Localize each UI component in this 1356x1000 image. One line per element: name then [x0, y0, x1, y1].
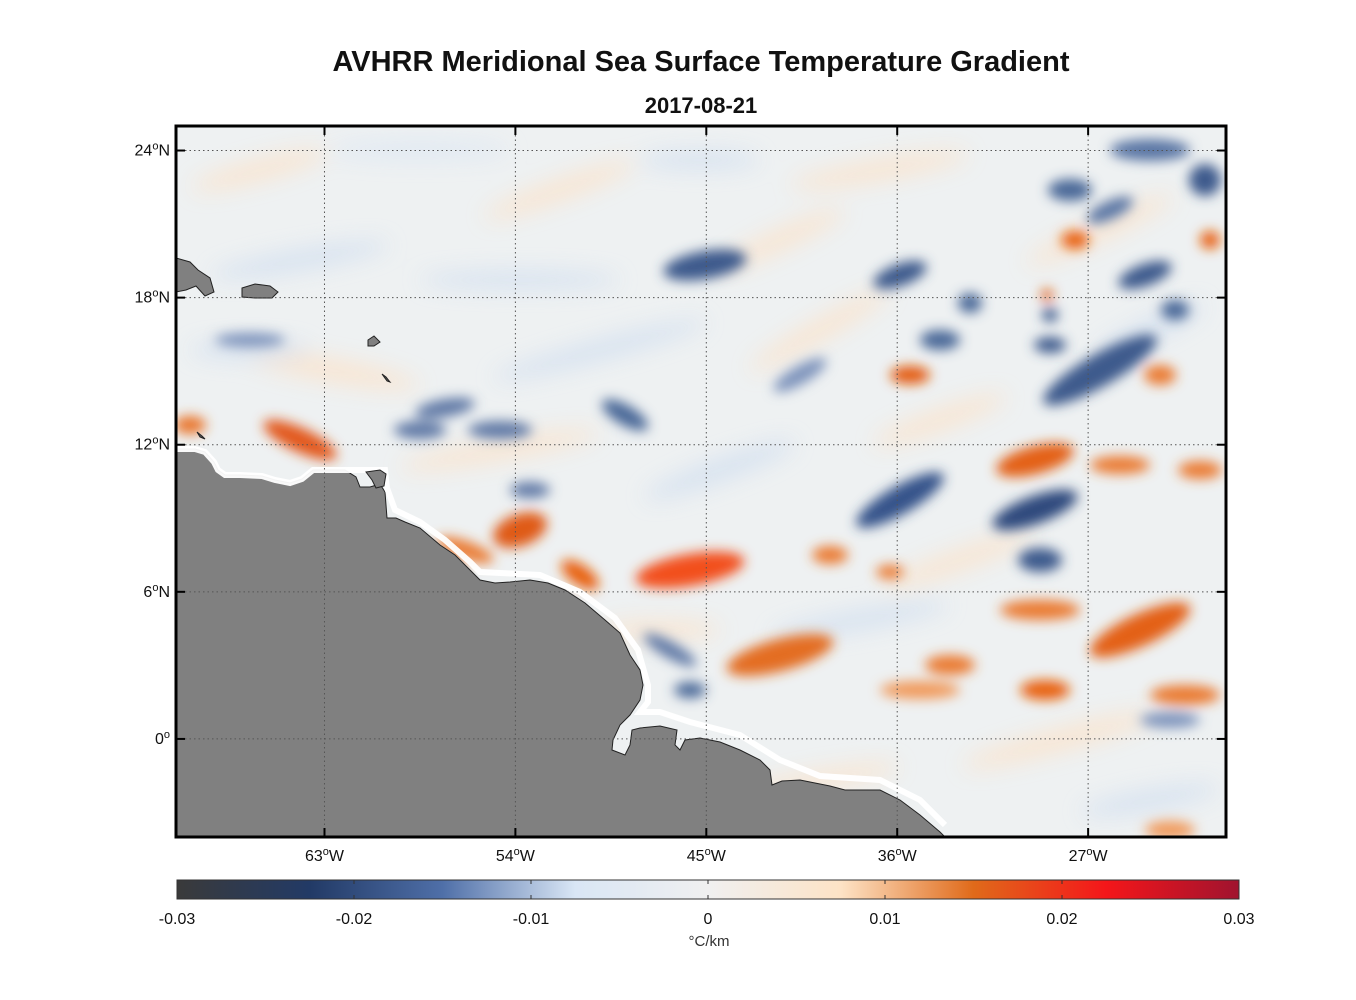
lat-value: 24: [135, 143, 153, 160]
hemisphere-letter: W: [902, 848, 918, 865]
lon-tick-label: 63oW: [305, 846, 345, 865]
land-island-coastal: [365, 469, 387, 489]
degree-sign: o: [152, 435, 158, 447]
degree-sign: o: [1086, 846, 1092, 858]
colorbar-tick-label: 0.01: [869, 911, 900, 928]
hemisphere-letter: N: [158, 584, 170, 601]
map-title: AVHRR Meridional Sea Surface Temperature…: [332, 46, 1070, 78]
colorbar-unit: °C/km: [688, 933, 730, 950]
land-island-small: [367, 335, 381, 347]
degree-sign: o: [152, 288, 158, 300]
lat-value: 6: [143, 584, 152, 601]
degree-sign: o: [152, 582, 158, 594]
map-frame: [174, 124, 1228, 839]
background-texture: [190, 141, 1219, 816]
lat-value: 0: [155, 731, 164, 748]
lon-value: 45: [687, 848, 705, 865]
hemisphere-letter: W: [1093, 848, 1109, 865]
degree-sign: o: [164, 729, 170, 741]
map-date: 2017-08-21: [644, 93, 758, 118]
coastal-mask: [176, 446, 948, 828]
lat-value: 18: [135, 290, 153, 307]
lon-tick-label: 45oW: [687, 846, 727, 865]
colorbar-tick-label: -0.02: [336, 911, 373, 928]
axis-ticks: [176, 126, 1226, 837]
colorbar-tick-label: -0.01: [513, 911, 550, 928]
lat-tick-label: 0o: [155, 729, 170, 748]
lat-value: 12: [135, 437, 153, 454]
degree-sign: o: [705, 846, 711, 858]
degree-sign: o: [152, 141, 158, 153]
lon-value: 36: [878, 848, 896, 865]
hemisphere-letter: W: [711, 848, 727, 865]
longitude-labels: 63oW 54oW 45oW 36oW 27oW: [305, 846, 1109, 865]
hemisphere-letter: N: [158, 437, 170, 454]
land-island-west: [176, 257, 215, 297]
hemisphere-letter: W: [520, 848, 536, 865]
gradient-features: [176, 139, 1222, 837]
degree-sign: o: [514, 846, 520, 858]
lon-tick-label: 54oW: [496, 846, 536, 865]
lat-tick-label: 12oN: [135, 435, 170, 454]
lon-tick-label: 27oW: [1069, 846, 1109, 865]
lat-tick-label: 24oN: [135, 141, 170, 160]
degree-sign: o: [895, 846, 901, 858]
land-island-trinidad: [196, 431, 206, 440]
land-island-tiny: [381, 373, 392, 384]
colorbar-tick-label: 0.03: [1223, 911, 1254, 928]
colorbar-ticks: -0.03 -0.02 -0.01 0 0.01 0.02 0.03: [159, 880, 1255, 928]
colorbar-tick-label: 0.02: [1046, 911, 1077, 928]
colorbar-tick-label: -0.03: [159, 911, 196, 928]
lat-tick-label: 6oN: [143, 582, 170, 601]
lat-tick-label: 18oN: [135, 288, 170, 307]
hemisphere-letter: W: [329, 848, 345, 865]
lon-value: 27: [1069, 848, 1087, 865]
map-grid: [176, 126, 1226, 837]
hemisphere-letter: N: [158, 290, 170, 307]
degree-sign: o: [323, 846, 329, 858]
lon-tick-label: 36oW: [878, 846, 918, 865]
hemisphere-letter: N: [158, 143, 170, 160]
lon-value: 54: [496, 848, 514, 865]
lon-value: 63: [305, 848, 323, 865]
colorbar-tick-label: 0: [704, 911, 713, 928]
